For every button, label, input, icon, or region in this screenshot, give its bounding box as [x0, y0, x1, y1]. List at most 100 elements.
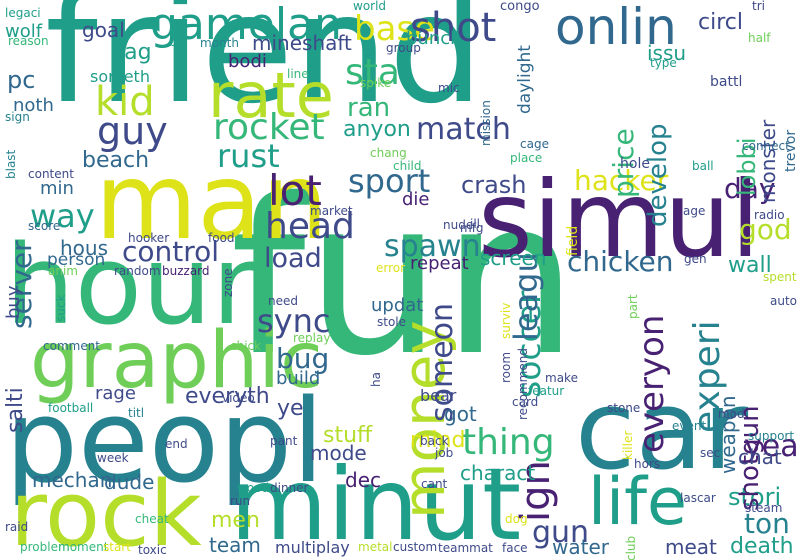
cloud-word-replay: replay	[293, 331, 331, 345]
cloud-word-mechan: mechan	[32, 468, 113, 492]
cloud-word-bear: bear	[420, 386, 457, 405]
cloud-word-sign: sign	[5, 110, 30, 124]
cloud-word-death: death	[730, 534, 794, 559]
cloud-word-week: week	[97, 451, 129, 465]
cloud-word-score: score	[28, 219, 61, 233]
cloud-word-multiplay: multiplay	[275, 538, 350, 557]
cloud-word-cant: cant	[421, 477, 448, 491]
cloud-word-market: market	[310, 204, 353, 218]
cloud-word-group: group	[386, 41, 421, 55]
cloud-word-fun: fun	[230, 152, 579, 403]
cloud-word-reason: reason	[8, 34, 49, 48]
cloud-word-hors: hors	[634, 457, 661, 471]
cloud-word-tri: tri	[752, 0, 765, 13]
cloud-word-world: world	[353, 0, 387, 13]
cloud-word-wolf: wolf	[5, 21, 43, 42]
cloud-word-chicken: chicken	[567, 245, 674, 278]
cloud-word-video: video	[222, 391, 255, 405]
cloud-word-support: support	[748, 429, 795, 443]
cloud-word-congo: congo	[500, 0, 540, 14]
cloud-word-min: min	[40, 178, 74, 199]
cloud-word-stuff: stuff	[323, 423, 373, 448]
cloud-word-dude: dude	[104, 470, 155, 494]
cloud-word-stone: stone	[607, 401, 641, 415]
cloud-word-bunch: bunch	[406, 28, 462, 49]
cloud-word-error: error	[376, 261, 406, 275]
cloud-word-zone: zone	[221, 268, 235, 297]
cloud-word-suck: suck	[54, 295, 68, 323]
cloud-word-ball: ball	[692, 159, 714, 173]
cloud-word-stori: stori	[728, 483, 782, 511]
cloud-word-chick: chick	[230, 339, 262, 353]
cloud-word-battl: battl	[710, 74, 743, 90]
cloud-word-month: month	[200, 36, 239, 50]
cloud-word-club: club	[624, 536, 638, 560]
cloud-word-cage: cage	[520, 137, 549, 151]
cloud-word-type: type	[650, 56, 677, 70]
cloud-word-mic: mic	[438, 81, 460, 95]
cloud-word-pant: pant	[270, 434, 298, 448]
cloud-word-someth: someth	[90, 67, 150, 86]
cloud-word-day: day	[724, 172, 776, 205]
cloud-word-mod: mod	[718, 407, 745, 421]
cloud-word-graphic: graphic	[30, 316, 323, 406]
cloud-word-god: god	[739, 213, 792, 246]
cloud-word-goal: goal	[82, 18, 125, 42]
cloud-word-rust: rust	[217, 137, 280, 175]
cloud-word-metal: metal	[358, 540, 393, 554]
cloud-word-gun: gun	[532, 515, 590, 550]
cloud-word-ye: ye	[277, 396, 304, 421]
cloud-word-circl: circl	[698, 10, 743, 35]
cloud-word-toxic: toxic	[138, 543, 167, 557]
cloud-word-control: control	[122, 235, 220, 268]
cloud-word-line: line	[287, 67, 309, 81]
cloud-word-gamelan: gamelan	[150, 0, 342, 50]
cloud-word-child: child	[393, 159, 422, 173]
cloud-word-bit: bit	[169, 35, 185, 49]
cloud-word-mfg: mfg	[460, 221, 484, 235]
cloud-word-rate: rate	[208, 59, 334, 132]
cloud-word-radio: radio	[754, 208, 785, 222]
cloud-word-rage: rage	[95, 383, 136, 404]
cloud-word-ton: ton	[744, 507, 790, 540]
cloud-word-half: half	[748, 31, 771, 45]
cloud-word-make: make	[545, 371, 578, 385]
cloud-word-everyth: everyth	[185, 384, 270, 409]
cloud-word-match: match	[416, 112, 511, 147]
cloud-word-need: need	[268, 294, 298, 308]
cloud-word-shot: shot	[410, 5, 497, 51]
cloud-word-peopl: peopl	[5, 375, 325, 509]
cloud-word-face: face	[502, 541, 528, 555]
cloud-word-comment: comment	[43, 339, 101, 353]
cloud-word-mission: mission	[479, 100, 493, 146]
cloud-word-daylight: daylight	[515, 45, 535, 114]
cloud-word-lascar: lascar	[680, 491, 716, 505]
cloud-word-lag: lag	[118, 40, 152, 65]
cloud-word-mode: mode	[310, 441, 367, 465]
cloud-word-surviv: surviv	[499, 303, 513, 340]
cloud-word-screen: screen	[480, 246, 547, 270]
cloud-word-charact: charact	[460, 461, 536, 485]
cloud-word-problem: problem	[20, 540, 70, 554]
cloud-word-meat: meat	[665, 535, 717, 559]
cloud-word-wood: wood	[237, 481, 270, 495]
cloud-word-spike: spike	[360, 76, 392, 90]
cloud-word-bodi: bodi	[228, 51, 267, 72]
cloud-word-person: person	[47, 250, 106, 270]
cloud-word-head: head	[265, 206, 355, 247]
cloud-word-hole: hole	[620, 156, 650, 172]
cloud-word-spent: spent	[763, 270, 797, 284]
cloud-word-bug: bug	[276, 342, 330, 375]
cloud-word-guy: guy	[97, 109, 168, 153]
cloud-word-men: men	[211, 508, 260, 533]
cloud-word-friend: friend	[45, 0, 484, 137]
cloud-word-football: football	[48, 401, 94, 415]
cloud-word-raid: raid	[5, 520, 29, 534]
cloud-word-ha: ha	[369, 372, 383, 387]
cloud-word-stole: stole	[377, 315, 407, 329]
cloud-word-thing: thing	[462, 422, 555, 463]
cloud-word-auto: auto	[770, 294, 798, 308]
cloud-word-mind: mind	[410, 428, 466, 453]
cloud-word-end: end	[165, 437, 188, 451]
